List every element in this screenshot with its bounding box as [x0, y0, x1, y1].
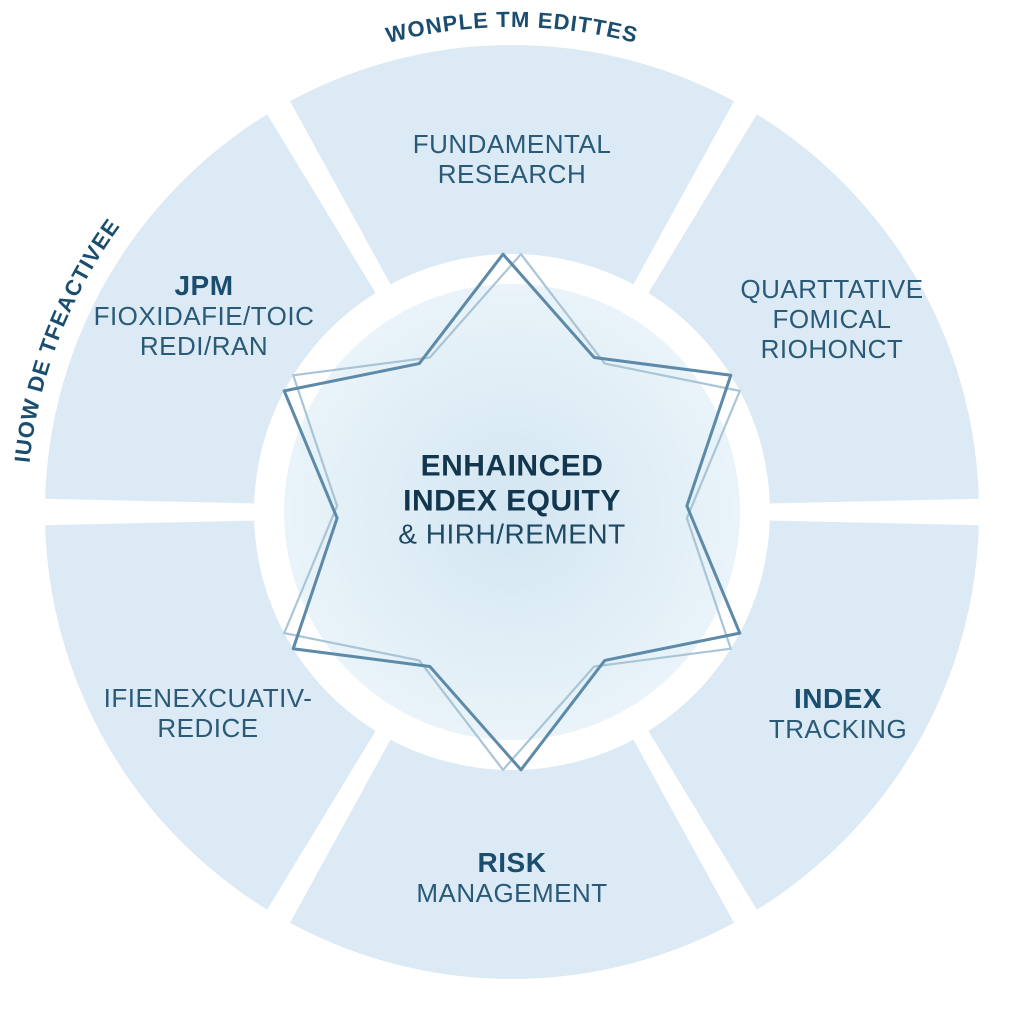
segment-label-line: TRACKING: [708, 715, 968, 745]
segment-label-line: QUARTTATIVE: [702, 275, 962, 305]
segment-label: RISKMANAGEMENT: [382, 847, 642, 909]
segment-label: FUNDAMENTALRESEARCH: [382, 130, 642, 190]
segment-label-line: FOMICAL: [702, 305, 962, 335]
segment-label-line: RISK: [382, 847, 642, 879]
segment-label-line: REDI/RAN: [74, 332, 334, 362]
segment-label: JPMFIOXIDAFIE/TOICREDI/RAN: [74, 270, 334, 362]
segment-label-line: JPM: [74, 270, 334, 302]
segment-label-line: MANAGEMENT: [382, 879, 642, 909]
diagram-stage: WONPLE TM EDITTESIUOW DE TFEACTIVEE ENHA…: [0, 0, 1024, 1024]
segment-label-line: REDICE: [78, 714, 338, 744]
center-line-1: ENHAINCED: [332, 449, 692, 484]
segment-label-line: RIOHONCT: [702, 335, 962, 365]
center-label: ENHAINCED INDEX EQUITY & HIRH/REMENT: [332, 449, 692, 550]
segment-label-line: RESEARCH: [382, 160, 642, 190]
segment-label: IFIENEXCUATIV-REDICE: [78, 684, 338, 744]
segment-label-line: IFIENEXCUATIV-: [78, 684, 338, 714]
segment-label-line: FUNDAMENTAL: [382, 130, 642, 160]
segment-label: INDEXTRACKING: [708, 683, 968, 745]
segment-label-line: FIOXIDAFIE/TOIC: [74, 302, 334, 332]
center-line-2: INDEX EQUITY: [332, 484, 692, 519]
segment-label: QUARTTATIVEFOMICALRIOHONCT: [702, 275, 962, 365]
center-line-3: & HIRH/REMENT: [332, 518, 692, 550]
segment-label-line: INDEX: [708, 683, 968, 715]
